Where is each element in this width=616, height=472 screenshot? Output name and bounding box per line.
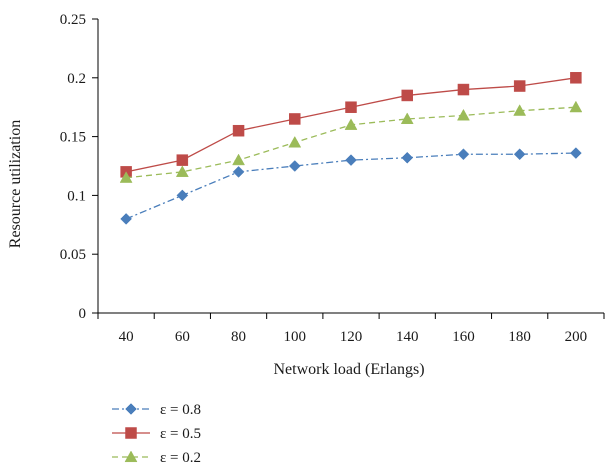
x-tick-label: 140: [396, 329, 419, 345]
legend-item: ε = 0.5: [112, 426, 201, 442]
legend: ε = 0.8 ε = 0.5 ε = 0.2: [112, 402, 201, 466]
y-tick-label: 0: [79, 306, 87, 322]
y-tick-label: 0.25: [60, 12, 86, 28]
data-point: [289, 113, 301, 125]
legend-marker: [125, 427, 137, 439]
series-line: [125, 152, 576, 220]
data-point: [400, 112, 414, 125]
x-tick-label: 60: [175, 329, 190, 345]
data-point: [288, 135, 302, 148]
y-tick-label: 0.1: [67, 188, 86, 204]
data-point: [401, 151, 414, 164]
legend-marker: [125, 403, 137, 415]
data-point: [175, 165, 189, 177]
data-point: [345, 101, 357, 113]
y-ticks: 0 0.05 0.1 0.15 0.2 0.25: [60, 12, 98, 322]
x-ticks: 40 60 80 100 120 140 160 180 200: [97, 313, 605, 345]
data-point: [457, 108, 470, 121]
plot-area: 0 0.05 0.1 0.15 0.2 0.25 40 60 80 100 120 140 160 18…: [60, 12, 605, 345]
data-point: [176, 189, 189, 202]
x-tick-label: 80: [231, 329, 246, 345]
data-point: [513, 104, 527, 116]
x-tick-label: 120: [340, 329, 363, 345]
data-point: [119, 171, 133, 183]
series-line: [126, 106, 576, 179]
x-tick-label: 160: [452, 329, 475, 345]
legend-item: ε = 0.8: [112, 402, 201, 418]
data-point: [569, 100, 583, 113]
data-point: [120, 213, 132, 225]
y-tick-label: 0.2: [67, 71, 86, 87]
data-point: [401, 89, 413, 102]
series-diamond: [120, 147, 582, 225]
x-tick-label: 200: [565, 329, 588, 345]
data-point: [176, 154, 189, 166]
data-point: [457, 148, 470, 161]
data-point: [232, 153, 245, 166]
data-point: [570, 147, 582, 159]
data-point: [344, 118, 358, 130]
legend-label: ε = 0.2: [160, 450, 201, 466]
x-tick-label: 40: [119, 329, 134, 345]
x-tick-label: 100: [284, 329, 307, 345]
data-point: [457, 83, 470, 96]
series-triangle: [119, 100, 583, 183]
data-point: [288, 160, 301, 172]
data-point: [513, 80, 526, 92]
data-point: [570, 72, 582, 84]
y-tick-label: 0.15: [60, 130, 86, 146]
x-tick-label: 180: [508, 329, 531, 345]
y-tick-label: 0.05: [60, 247, 86, 263]
data-point: [513, 148, 526, 161]
data-point: [345, 154, 357, 166]
legend-label: ε = 0.5: [160, 426, 201, 442]
legend-item: ε = 0.2: [112, 450, 201, 466]
x-axis-title: Network load (Erlangs): [273, 361, 424, 378]
series-layer: [119, 72, 583, 225]
data-point: [232, 166, 245, 178]
legend-marker: [124, 450, 138, 463]
legend-label: ε = 0.8: [160, 402, 201, 418]
y-axis-title: Resource utilization: [7, 120, 24, 248]
data-point: [232, 124, 245, 137]
